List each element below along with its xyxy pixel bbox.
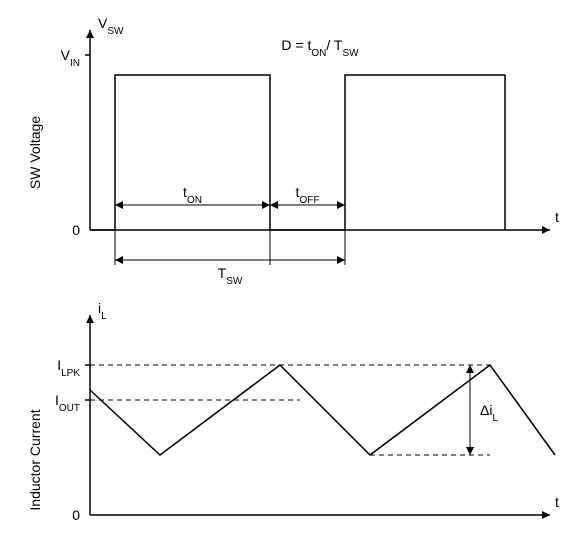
- ton-label: tON: [183, 184, 202, 206]
- zero-top: 0: [72, 222, 80, 238]
- t-axis-top: t: [555, 209, 559, 225]
- t-axis-bottom: t: [555, 494, 559, 510]
- inductor-side: Inductor Current: [27, 409, 43, 510]
- sw-voltage-side: SW Voltage: [27, 116, 43, 189]
- duty-formula: D = tON/ TSW: [281, 37, 359, 59]
- iout-label: IOUT: [55, 392, 80, 414]
- il-label: iL: [98, 300, 107, 322]
- delta-label: ΔiL: [480, 402, 498, 424]
- zero-bottom: 0: [72, 507, 80, 523]
- tsw-label: TSW: [218, 265, 243, 287]
- vin-label: VIN: [61, 47, 80, 69]
- toff-label: tOFF: [296, 184, 320, 206]
- ilpk-label: ILPK: [57, 357, 80, 379]
- vsw-label: VSW: [98, 15, 124, 37]
